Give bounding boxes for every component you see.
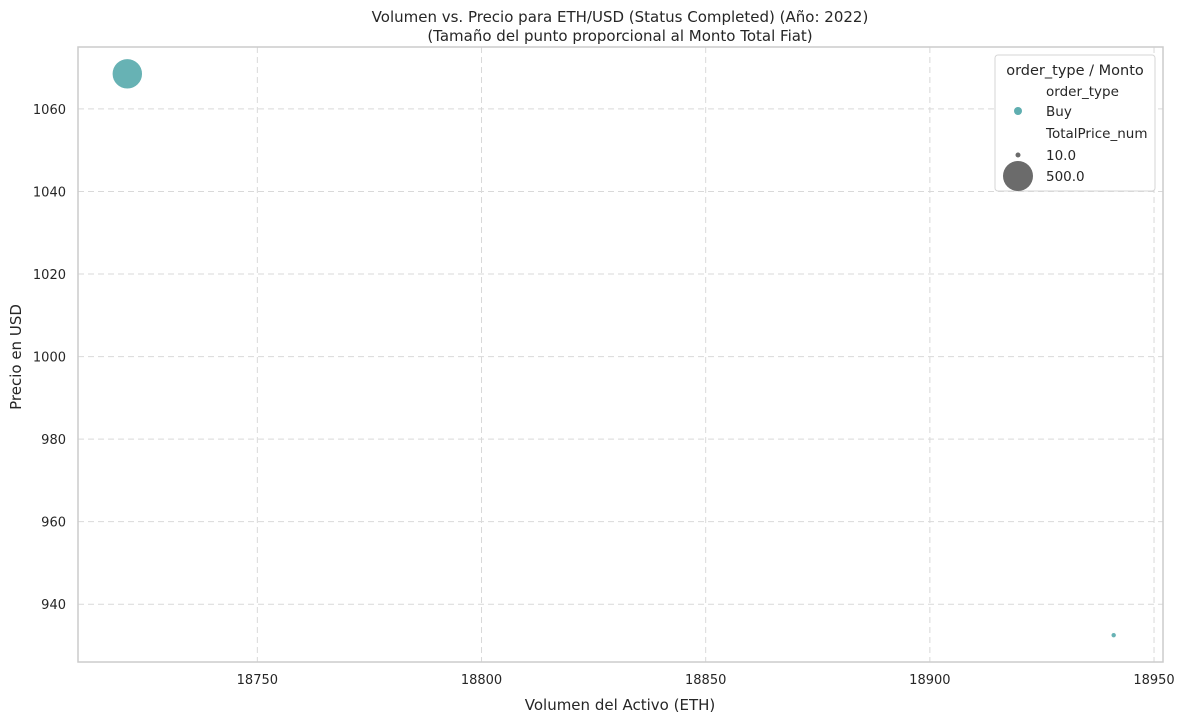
y-axis-label: Precio en USD: [7, 304, 25, 410]
y-tick-label: 1020: [33, 268, 66, 283]
chart-subtitle: (Tamaño del punto proporcional al Monto …: [427, 27, 812, 45]
legend-size-small-marker: [1015, 152, 1021, 158]
legend-size-large-marker: [1003, 161, 1033, 191]
scatter-point: [1110, 632, 1117, 638]
scatter-point: [112, 58, 143, 90]
y-tick-label: 1000: [33, 351, 66, 366]
plot-area-frame: [77, 46, 1164, 663]
x-tick-label: 18900: [909, 673, 950, 688]
x-axis-label: Volumen del Activo (ETH): [525, 696, 716, 714]
legend-box: [994, 54, 1156, 192]
legend-size-large-label: 500.0: [1046, 169, 1085, 185]
legend-size-title: TotalPrice_num: [1045, 126, 1147, 142]
y-tick-label: 1040: [33, 185, 66, 200]
point-layer: [112, 58, 1117, 638]
legend-title: order_type / Monto: [1006, 63, 1144, 79]
chart-title: Volumen vs. Precio para ETH/USD (Status …: [372, 8, 869, 26]
grid-layer: [78, 47, 1163, 662]
legend-hue-title: order_type: [1046, 84, 1119, 100]
legend-size-small-label: 10.0: [1046, 148, 1076, 164]
y-tick-label: 940: [41, 598, 66, 613]
x-tick-label: 18950: [1133, 673, 1174, 688]
legend-buy-label: Buy: [1046, 104, 1072, 120]
legend: order_type / Monto order_type Buy TotalP…: [994, 54, 1156, 192]
legend-buy-marker: [1014, 107, 1022, 115]
y-tick-label: 1060: [33, 103, 66, 118]
y-tick-label: 960: [41, 516, 66, 531]
y-tick-label: 980: [41, 433, 66, 448]
x-tick-label: 18850: [685, 673, 726, 688]
x-tick-label: 18800: [461, 673, 502, 688]
tick-layer: 18750 18800 18850 18900 18950 940 960 980 1000 10…: [33, 103, 1175, 688]
x-tick-label: 18750: [237, 673, 278, 688]
